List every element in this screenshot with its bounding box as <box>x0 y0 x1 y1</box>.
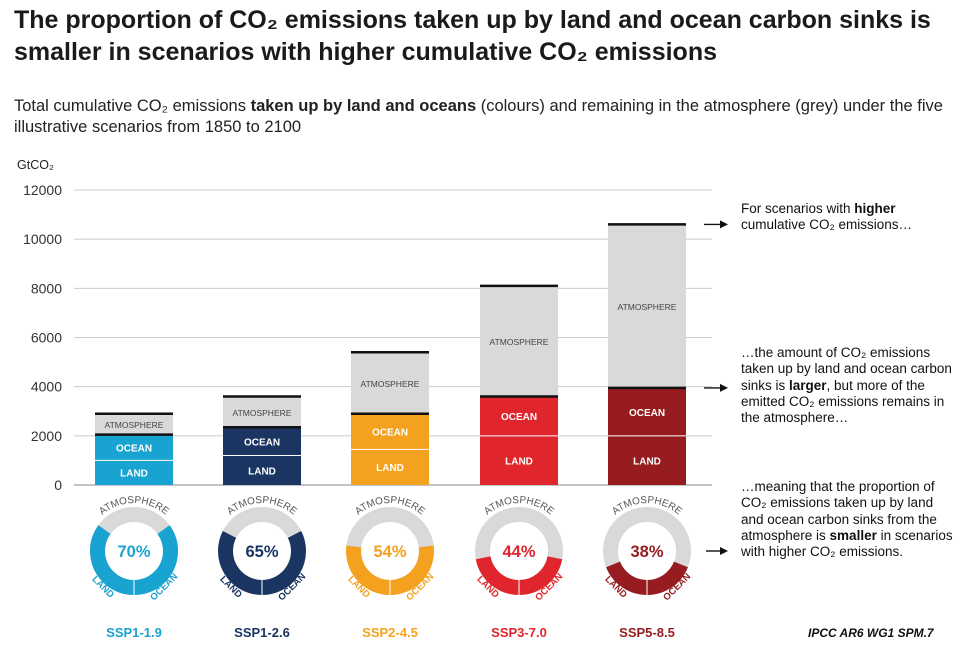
subtitle-part1: Total cumulative CO₂ emissions <box>14 97 251 115</box>
segment-label: LAND <box>120 469 148 480</box>
y-tick-label: 0 <box>54 477 62 493</box>
segment-label: LAND <box>248 466 276 477</box>
annotation-2-post: , but more of the emitted CO₂ emissions … <box>741 377 945 426</box>
segment-label: LAND <box>376 463 404 474</box>
segment-label: OCEAN <box>116 444 152 455</box>
bar-land-SSP1-2.6 <box>223 455 301 485</box>
bar-ocean-SSP5-8.5 <box>608 387 686 436</box>
bar-ocean-SSP3-7.0 <box>480 396 558 436</box>
subtitle-bold: taken up by land and oceans <box>250 97 477 115</box>
donut-percent-SSP1-1.9: 70% <box>117 543 150 561</box>
arrow-smaller-proportion-head <box>720 547 728 555</box>
donut-percent-SSP1-2.6: 65% <box>245 543 278 561</box>
donut-percent-SSP5-8.5: 38% <box>630 543 663 561</box>
bar-atmosphere-SSP2-4.5 <box>351 352 429 414</box>
donut-percent-SSP3-7.0: 44% <box>502 543 535 561</box>
segment-label: ATMOSPHERE <box>618 302 677 312</box>
annotation-2-pre: …the amount of CO₂ emissions taken up by… <box>741 345 952 393</box>
annotation-2-bold: larger <box>789 377 827 393</box>
source-credit: IPCC AR6 WG1 SPM.7 <box>808 626 934 640</box>
bar-land-SSP2-4.5 <box>351 449 429 485</box>
segment-label: ATMOSPHERE <box>490 337 549 347</box>
bar-atmosphere-SSP1-2.6 <box>223 396 301 428</box>
bar-land-SSP1-1.9 <box>95 460 173 485</box>
bar-atmosphere-SSP3-7.0 <box>480 285 558 397</box>
chart-title: The proportion of CO₂ emissions taken up… <box>14 6 931 66</box>
segment-label: OCEAN <box>244 437 280 448</box>
annotation-3-post: in scenarios with higher CO₂ emissions. <box>741 527 953 560</box>
bar-ocean-SSP2-4.5 <box>351 413 429 450</box>
subtitle-part2: (colours) and remaining in the atmospher… <box>14 97 943 136</box>
y-tick-label: 10000 <box>23 231 62 247</box>
annotation-higher-emissions: For scenarios with higher cumulative CO₂… <box>741 201 956 234</box>
y-tick-label: 2000 <box>31 428 62 444</box>
segment-label: OCEAN <box>372 428 408 439</box>
bar-land-SSP3-7.0 <box>480 435 558 485</box>
segment-label: LAND <box>633 456 661 467</box>
annotation-larger-uptake: …the amount of CO₂ emissions taken up by… <box>741 345 956 426</box>
y-tick-label: 4000 <box>31 379 62 395</box>
bar-ocean-SSP1-2.6 <box>223 427 301 456</box>
bar-atmosphere-SSP1-1.9 <box>95 413 173 435</box>
segment-label: OCEAN <box>501 412 537 423</box>
y-tick-label: 6000 <box>31 330 62 346</box>
category-label-SSP1-2.6: SSP1-2.6 <box>234 625 290 640</box>
segment-label: ATMOSPHERE <box>105 420 164 430</box>
category-label-SSP2-4.5: SSP2-4.5 <box>362 625 418 640</box>
y-tick-label: 12000 <box>23 182 62 198</box>
bar-atmosphere-SSP5-8.5 <box>608 224 686 388</box>
annotation-smaller-proportion: …meaning that the proportion of CO₂ emis… <box>741 479 956 560</box>
segment-label: ATMOSPHERE <box>361 379 420 389</box>
arrow-larger-uptake-head <box>720 383 728 392</box>
y-axis-unit-label: GtCO₂ <box>17 158 54 172</box>
y-tick-label: 8000 <box>31 280 62 296</box>
donut-percent-SSP2-4.5: 54% <box>373 543 406 561</box>
category-label-SSP5-8.5: SSP5-8.5 <box>619 625 675 640</box>
bar-land-SSP5-8.5 <box>608 435 686 485</box>
bar-ocean-SSP1-1.9 <box>95 434 173 461</box>
category-label-SSP3-7.0: SSP3-7.0 <box>491 625 547 640</box>
arrow-higher-emissions-head <box>720 220 728 229</box>
category-label-SSP1-1.9: SSP1-1.9 <box>106 625 162 640</box>
annotation-3-bold: smaller <box>829 527 877 543</box>
segment-label: LAND <box>505 456 533 467</box>
annotation-1-pre: For scenarios with <box>741 201 855 216</box>
segment-label: ATMOSPHERE <box>233 408 292 418</box>
segment-label: OCEAN <box>629 408 665 419</box>
annotation-1-post: cumulative CO₂ emissions… <box>741 217 913 233</box>
annotation-1-bold: higher <box>854 201 896 216</box>
annotation-3-pre: …meaning that the proportion of CO₂ emis… <box>741 479 937 543</box>
chart-subtitle: Total cumulative CO₂ emissions taken up … <box>14 96 954 138</box>
